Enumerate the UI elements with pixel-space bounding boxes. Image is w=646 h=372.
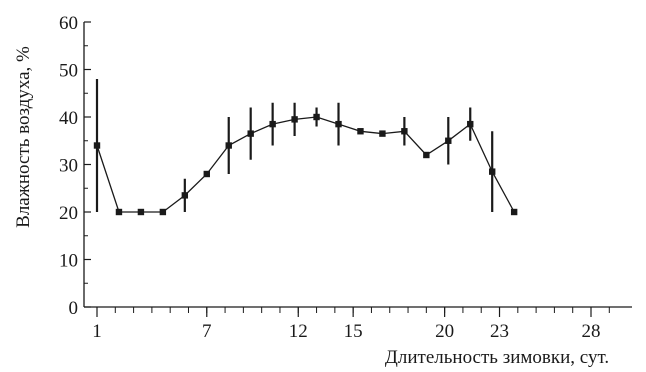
data-point [335,120,342,128]
y-tick-label: 0 [69,298,79,319]
data-point [379,130,386,137]
data-point [291,116,298,123]
data-point [423,151,430,159]
data-point [159,208,167,216]
data-point [401,128,408,135]
y-tick-label: 40 [59,108,78,129]
data-point [115,208,123,216]
x-tick-label: 1 [92,321,102,342]
y-tick-label: 50 [59,61,78,82]
chart-marks [93,79,518,216]
y-tick-label: 20 [59,203,78,224]
y-tick-label: 30 [59,156,78,177]
data-point [181,192,189,199]
data-point [467,120,474,128]
x-tick-label: 23 [490,321,509,342]
y-tick-label: 10 [59,251,78,272]
data-point [510,208,518,216]
data-point [93,142,101,149]
data-point [269,120,276,128]
data-point [203,170,210,178]
x-axis-label: Длительность зимовки, сут. [385,347,609,368]
x-tick-label: 28 [582,321,601,342]
chart-axes: 0 10 20 30 40 50 60 1 7 12 15 20 23 28 [59,13,632,342]
data-point [225,142,232,149]
x-tick-label: 20 [435,321,454,342]
x-tick-label: 15 [344,321,363,342]
x-tick-label: 12 [289,321,308,342]
data-point [445,137,452,144]
data-point [247,130,254,137]
data-point [137,208,145,216]
x-tick-label: 7 [202,321,212,342]
y-tick-label: 60 [59,13,78,34]
y-axis-label: Влажность воздуха, % [13,46,34,228]
series-line [96,116,515,213]
data-point [313,113,320,121]
data-point [357,128,364,135]
data-point [489,168,496,175]
